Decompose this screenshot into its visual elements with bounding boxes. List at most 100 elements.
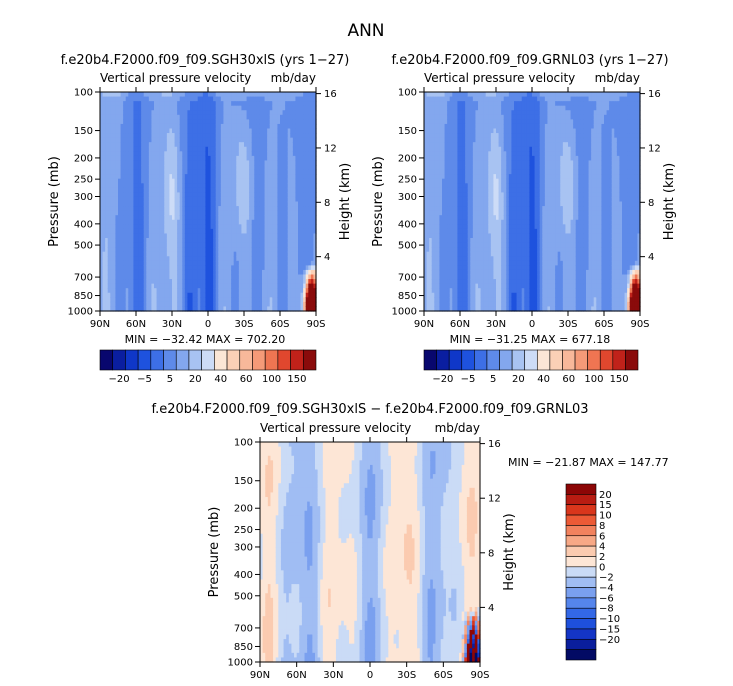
field-cell <box>256 301 261 308</box>
field-cell <box>228 210 232 216</box>
field-cell <box>174 288 178 294</box>
field-cell <box>218 119 222 125</box>
field-cell <box>190 247 194 253</box>
field-cell <box>205 137 209 143</box>
field-cell <box>138 215 142 221</box>
field-cell <box>187 183 191 189</box>
field-cell <box>264 178 268 184</box>
field-cell <box>138 151 142 157</box>
field-cell <box>280 119 284 125</box>
field-cell <box>118 256 122 262</box>
field-cell <box>161 224 165 230</box>
field-cell <box>118 151 122 157</box>
field-cell <box>169 183 173 189</box>
field-cell <box>172 301 176 308</box>
colorbar-label: 150 <box>287 374 306 385</box>
field-cell <box>177 178 181 184</box>
field-cell <box>290 187 294 193</box>
field-cell <box>287 169 291 175</box>
field-cell <box>280 224 284 230</box>
field-cell <box>156 265 160 271</box>
field-cell <box>179 206 183 212</box>
field-cell <box>151 146 155 152</box>
field-cell <box>146 155 150 162</box>
field-cell <box>251 137 255 143</box>
field-cell <box>110 228 114 235</box>
field-cell <box>156 238 160 244</box>
field-cell <box>138 283 142 289</box>
field-cell <box>215 165 219 171</box>
field-cell <box>274 165 279 171</box>
field-cell <box>274 228 279 235</box>
field-cell <box>215 178 219 184</box>
field-cell <box>161 183 165 189</box>
field-cell <box>223 160 227 166</box>
field-cell <box>213 260 217 266</box>
field-cell <box>120 196 124 203</box>
field-cell <box>156 160 160 166</box>
field-cell <box>208 142 212 148</box>
field-cell <box>151 142 155 148</box>
field-cell <box>182 215 186 221</box>
field-cell <box>156 183 160 189</box>
field-cell <box>146 274 150 280</box>
field-cell <box>100 247 104 253</box>
field-cell <box>192 187 196 193</box>
field-cell <box>246 260 250 266</box>
field-cell <box>244 96 248 102</box>
field-cell <box>159 233 163 239</box>
field-cell <box>213 301 217 308</box>
field-cell <box>120 105 124 111</box>
field-cell <box>208 283 212 289</box>
field-cell <box>202 123 207 130</box>
field-cell <box>195 260 199 266</box>
field-cell <box>133 288 137 294</box>
field-cell <box>159 247 163 253</box>
field-cell <box>123 306 127 312</box>
field-cell <box>146 165 150 171</box>
field-cell <box>244 238 248 244</box>
field-cell <box>115 233 119 239</box>
field-cell <box>136 265 140 271</box>
field-cell <box>244 169 248 175</box>
field-cell <box>192 165 196 171</box>
field-cell <box>205 238 209 244</box>
field-cell <box>118 142 122 148</box>
field-cell <box>161 206 165 212</box>
field-cell <box>262 165 266 171</box>
field-cell <box>174 206 178 212</box>
field-cell <box>102 192 106 198</box>
field-cell <box>277 247 281 253</box>
field-cell <box>249 274 253 280</box>
field-cell <box>128 101 132 107</box>
field-cell <box>105 160 109 166</box>
field-cell <box>262 279 266 285</box>
field-cell <box>223 146 227 152</box>
field-cell <box>246 146 250 152</box>
field-cell <box>280 105 284 111</box>
field-cell <box>192 288 196 294</box>
field-cell <box>118 288 122 294</box>
field-cell <box>154 165 158 171</box>
field-cell <box>123 119 127 125</box>
field-cell <box>254 114 258 120</box>
field-cell <box>236 155 240 162</box>
field-cell <box>123 228 127 235</box>
field-cell <box>125 247 129 253</box>
field-cell <box>226 265 230 271</box>
field-cell <box>197 279 201 285</box>
field-cell <box>200 306 204 312</box>
field-cell <box>220 219 225 225</box>
field-cell <box>236 210 240 216</box>
field-cell <box>269 196 273 203</box>
field-cell <box>282 274 286 280</box>
field-cell <box>141 155 145 162</box>
field-cell <box>159 96 163 102</box>
field-cell <box>236 165 240 171</box>
field-cell <box>120 137 124 143</box>
field-cell <box>159 260 163 266</box>
field-cell <box>223 265 227 271</box>
field-cell <box>107 169 111 175</box>
field-cell <box>280 288 284 294</box>
field-cell <box>154 251 158 257</box>
